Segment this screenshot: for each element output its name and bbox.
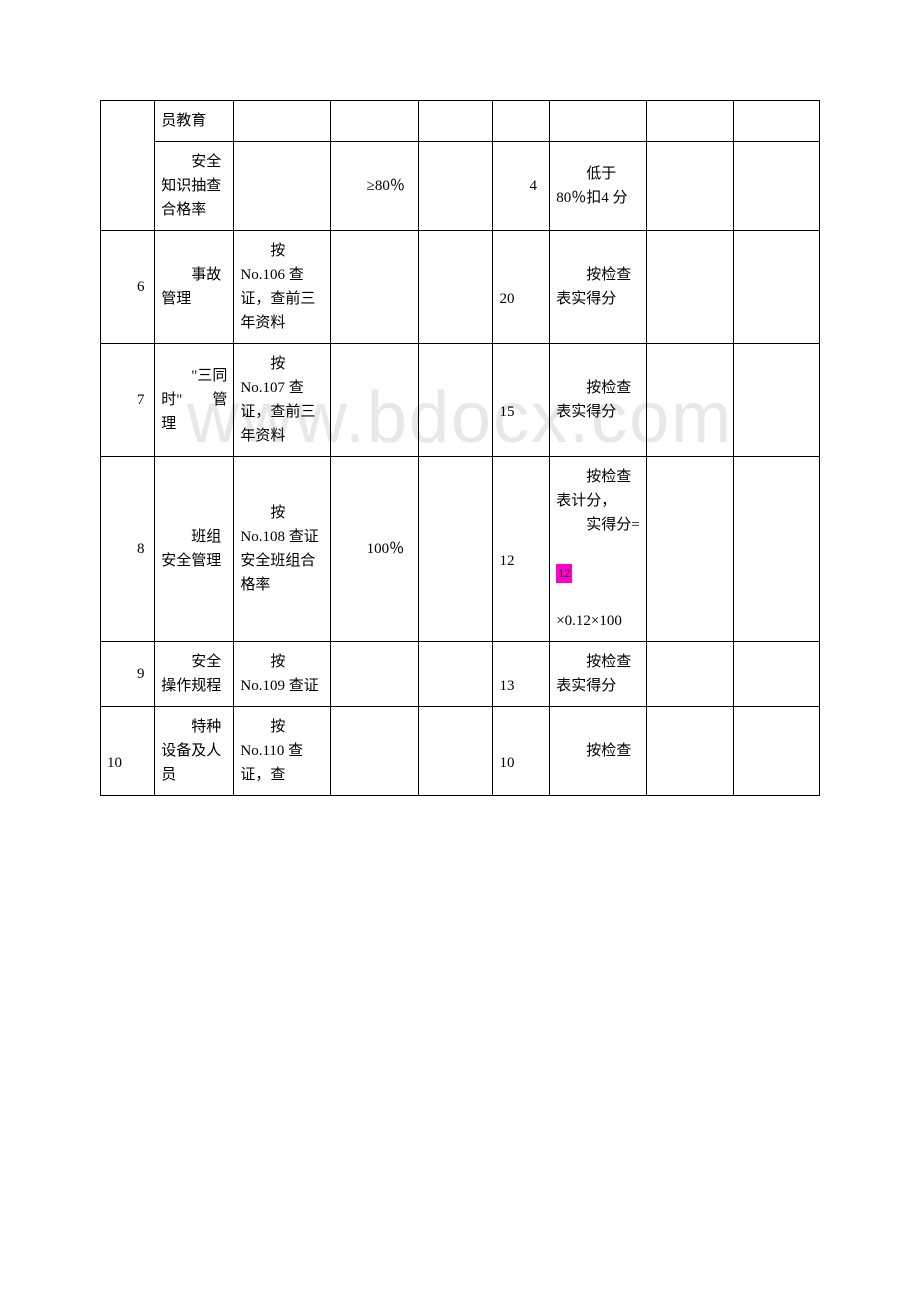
cell-criteria: 低于 80％扣4 分: [550, 142, 647, 231]
cell-blank: [733, 642, 819, 707]
cell-name: 特种设备及人员: [155, 707, 234, 796]
cell-num: 8: [101, 457, 155, 642]
cell-std: [330, 231, 419, 344]
cell-score: [493, 101, 550, 142]
cell-num: 6: [101, 231, 155, 344]
cell-blank: [733, 457, 819, 642]
cell-score: 20: [493, 231, 550, 344]
table-row: 安全知识抽查合格率 ≥80％ 4 低于 80％扣4 分: [101, 142, 820, 231]
cell-blank: [419, 457, 493, 642]
cell-criteria: [550, 101, 647, 142]
cell-score: 13: [493, 642, 550, 707]
cell-criteria: 按检查表计分， 实得分= 12 ×0.12×100: [550, 457, 647, 642]
cell-score: 12: [493, 457, 550, 642]
cell-method: 按No.108 查证安全班组合格率: [234, 457, 330, 642]
cell-name: "三同时" 管理: [155, 344, 234, 457]
cell-blank: [647, 642, 733, 707]
cell-name: 班组安全管理: [155, 457, 234, 642]
cell-std: 100％: [330, 457, 419, 642]
table-row: 8 班组安全管理 按No.108 查证安全班组合格率 100％ 12 按检查表计…: [101, 457, 820, 642]
table-row: 7 "三同时" 管理 按No.107 查证，查前三年资料 15 按检查表实得分: [101, 344, 820, 457]
cell-num: 7: [101, 344, 155, 457]
cell-blank: [733, 707, 819, 796]
criteria-part2: 实得分=: [556, 517, 639, 533]
evaluation-table: 员教育 安全知识抽查合格率 ≥80％ 4 低于 80％扣4 分: [100, 100, 820, 796]
cell-method: 按No.106 查证，查前三年资料: [234, 231, 330, 344]
cell-num: 10: [101, 707, 155, 796]
cell-std: [330, 642, 419, 707]
cell-blank: [647, 707, 733, 796]
cell-name: 员教育: [155, 101, 234, 142]
cell-blank: [733, 101, 819, 142]
cell-name: 安全知识抽查合格率: [155, 142, 234, 231]
cell-blank: [419, 344, 493, 457]
cell-blank: [419, 101, 493, 142]
cell-blank: [647, 457, 733, 642]
cell-blank: [733, 142, 819, 231]
cell-blank: [647, 101, 733, 142]
cell-num: [101, 101, 155, 231]
cell-criteria: 按检查表实得分: [550, 642, 647, 707]
cell-blank: [647, 142, 733, 231]
cell-blank: [647, 344, 733, 457]
cell-method: [234, 142, 330, 231]
cell-std: [330, 707, 419, 796]
cell-score: 15: [493, 344, 550, 457]
cell-std: [330, 101, 419, 142]
cell-blank: [419, 642, 493, 707]
cell-criteria: 按检查表实得分: [550, 231, 647, 344]
cell-blank: [419, 142, 493, 231]
cell-blank: [419, 707, 493, 796]
table-row: 员教育: [101, 101, 820, 142]
cell-num: 9: [101, 642, 155, 707]
criteria-part1: 按检查表计分，: [556, 469, 631, 509]
cell-criteria: 按检查表实得分: [550, 344, 647, 457]
cell-blank: [647, 231, 733, 344]
cell-name: 事故管理: [155, 231, 234, 344]
table-row: 10 特种设备及人员 按No.110 查证，查 10 按检查: [101, 707, 820, 796]
cell-blank: [419, 231, 493, 344]
cell-score: 4: [493, 142, 550, 231]
cell-blank: [733, 231, 819, 344]
criteria-highlight: 12: [556, 564, 572, 583]
table-row: 6 事故管理 按No.106 查证，查前三年资料 20 按检查表实得分: [101, 231, 820, 344]
cell-blank: [733, 344, 819, 457]
table-row: 9 安全操作规程 按No.109 查证 13 按检查表实得分: [101, 642, 820, 707]
criteria-part3: ×0.12×100: [556, 613, 622, 629]
cell-method: [234, 101, 330, 142]
cell-std: [330, 344, 419, 457]
cell-std: ≥80％: [330, 142, 419, 231]
cell-score: 10: [493, 707, 550, 796]
cell-name: 安全操作规程: [155, 642, 234, 707]
cell-method: 按No.107 查证，查前三年资料: [234, 344, 330, 457]
cell-criteria: 按检查: [550, 707, 647, 796]
cell-method: 按No.110 查证，查: [234, 707, 330, 796]
cell-method: 按No.109 查证: [234, 642, 330, 707]
